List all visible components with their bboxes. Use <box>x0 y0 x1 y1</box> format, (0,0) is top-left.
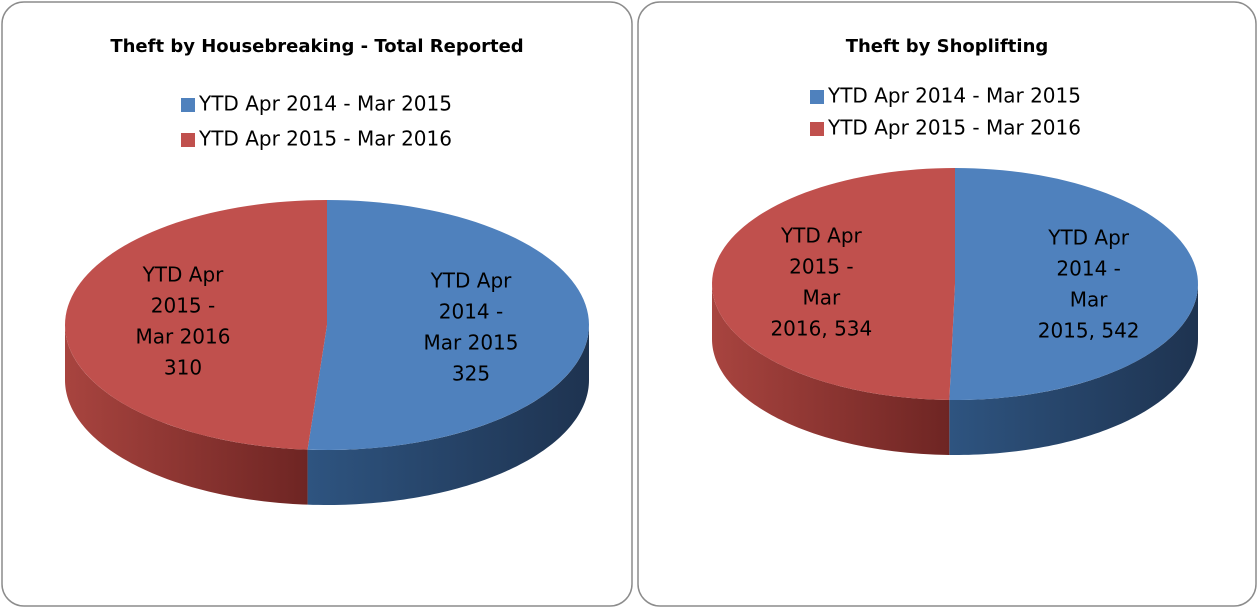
data-label: YTD Apr 2014 - Mar 2015, 542 <box>1038 225 1140 342</box>
pie-slice <box>307 200 589 450</box>
data-label: YTD Apr 2015 - Mar 2016, 534 <box>770 223 872 340</box>
pie-slice <box>65 200 328 450</box>
pie-slice <box>712 168 955 400</box>
data-label-separator: , <box>821 316 834 340</box>
data-label: YTD Apr 2015 - Mar 2016 310 <box>135 262 230 379</box>
data-label-value: 542 <box>1101 318 1139 342</box>
data-label-separator: , <box>1089 318 1102 342</box>
data-label-part: 2014 - <box>1056 256 1120 280</box>
data-label-part: YTD Apr <box>780 223 863 247</box>
data-label-part: YTD Apr <box>430 268 513 292</box>
data-label-part: Mar 2016 <box>135 324 230 348</box>
data-label-part: Mar 2015 <box>424 330 519 354</box>
chart-title: Theft by Shoplifting <box>846 36 1049 57</box>
data-label-value: 310 <box>164 355 202 379</box>
legend-swatch <box>810 122 824 136</box>
data-label-part: YTD Apr <box>142 262 225 286</box>
data-label-part: YTD Apr <box>1047 225 1130 249</box>
data-label-part: 2015 - <box>789 254 853 278</box>
legend-swatch <box>181 98 195 112</box>
data-label: YTD Apr 2014 - Mar 2015 325 <box>424 268 519 385</box>
data-label-value: 325 <box>452 361 490 385</box>
legend-swatch <box>810 90 824 104</box>
pie-side <box>712 284 950 455</box>
pie-slice <box>949 168 1198 400</box>
chart-title: Theft by Housebreaking - Total Reported <box>110 36 523 57</box>
pie-side <box>949 284 1198 455</box>
legend-swatch <box>181 133 195 147</box>
data-label-part: Mar <box>1070 287 1109 311</box>
legend-label: YTD Apr 2014 - Mar 2015 <box>198 92 452 116</box>
legend-label: YTD Apr 2015 - Mar 2016 <box>827 116 1081 140</box>
data-label-part: 2014 - <box>439 299 503 323</box>
data-label-value: 534 <box>834 316 872 340</box>
data-label-part: Mar <box>802 285 841 309</box>
pie-side <box>307 325 589 505</box>
data-label-part: 2015 <box>1038 318 1089 342</box>
data-label-part: 2015 - <box>151 293 215 317</box>
data-label-part: 2016 <box>770 316 821 340</box>
legend-label: YTD Apr 2015 - Mar 2016 <box>198 127 452 151</box>
legend-label: YTD Apr 2014 - Mar 2015 <box>827 84 1081 108</box>
pie-side <box>65 325 308 505</box>
